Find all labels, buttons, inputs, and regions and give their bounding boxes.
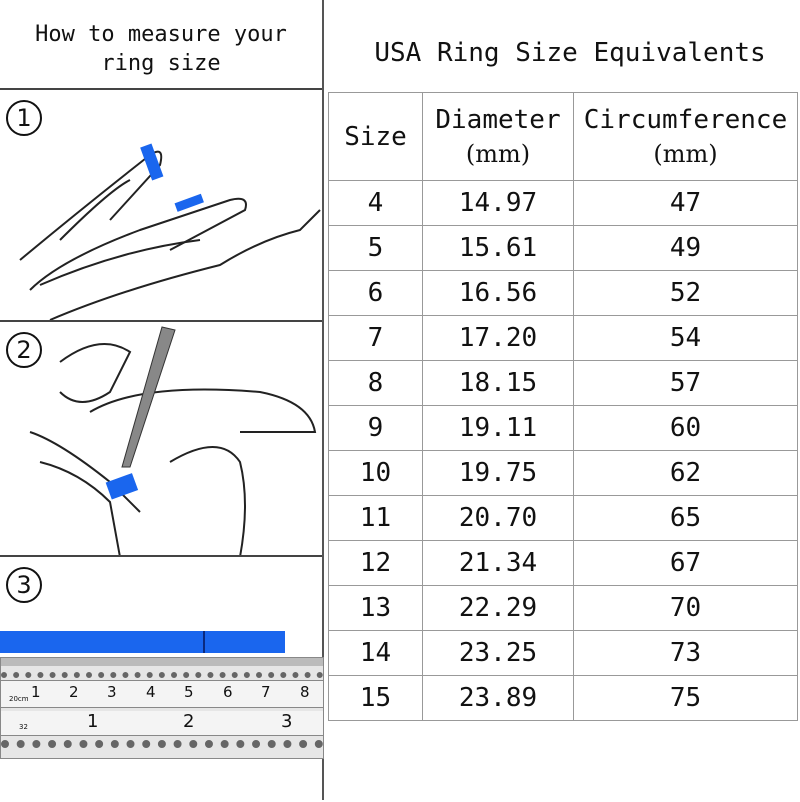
step-number: 3 [6,567,42,603]
table-row: 12 21.34 67 [328,540,798,586]
table-row: 4 14.97 47 [328,180,798,226]
diameter-cell: 19.75 [422,450,574,496]
tick-label: 3 [107,683,117,701]
header-diameter: Diameter (mm) [422,92,574,181]
diameter-cell: 18.15 [422,360,574,406]
diameter-cell: 19.11 [422,405,574,451]
title-line-1: How to measure your [35,22,287,47]
table-row: 9 19.11 60 [328,405,798,451]
step-3-panel: 3 20cm 1 2 3 4 5 6 7 8 32 1 2 3 [0,555,324,802]
size-cell: 13 [328,585,423,631]
diameter-cell: 17.20 [422,315,574,361]
title-line-2: ring size [101,51,221,76]
size-cell: 15 [328,675,423,721]
circumference-cell: 62 [573,450,798,496]
step-number: 1 [6,100,42,136]
circumference-cell: 75 [573,675,798,721]
tick-label: 6 [223,683,233,701]
diameter-cell: 21.34 [422,540,574,586]
size-cell: 5 [328,225,423,271]
table-row: 15 23.89 75 [328,675,798,721]
circumference-cell: 70 [573,585,798,631]
step-2-panel: 2 [0,320,322,557]
table-row: 7 17.20 54 [328,315,798,361]
size-cell: 11 [328,495,423,541]
table-row: 11 20.70 65 [328,495,798,541]
table-row: 8 18.15 57 [328,360,798,406]
header-size: Size [328,92,423,181]
circumference-cell: 49 [573,225,798,271]
hand-with-tape-illustration [19,143,321,321]
circumference-cell: 57 [573,360,798,406]
tick-label: 2 [69,683,79,701]
diameter-cell: 22.29 [422,585,574,631]
unit-label: 32 [19,723,28,731]
size-cell: 6 [328,270,423,316]
marking-tape-illustration [29,326,317,557]
diameter-cell: 20.70 [422,495,574,541]
circumference-cell: 52 [573,270,798,316]
size-cell: 14 [328,630,423,676]
header-row: Size Diameter (mm) Circumference (mm) [328,92,798,181]
diameter-cell: 23.89 [422,675,574,721]
ring-size-table: Size Diameter (mm) Circumference (mm) 4 14.… [328,92,798,721]
tape-strip [0,631,285,653]
tape-strip [105,473,139,500]
unit-label: 20cm [9,695,29,703]
ruler: 20cm 1 2 3 4 5 6 7 8 32 1 2 3 [0,657,324,759]
step-1-panel: 1 [0,88,322,322]
tick-label: 2 [183,711,195,732]
size-cell: 4 [328,180,423,226]
size-cell: 12 [328,540,423,586]
table-row: 6 16.56 52 [328,270,798,316]
tick-label: 1 [31,683,41,701]
circumference-cell: 67 [573,540,798,586]
tick-label: 3 [281,711,293,732]
size-cell: 8 [328,360,423,406]
circumference-cell: 73 [573,630,798,676]
ruler-inch-row: 20cm 1 2 3 4 5 6 7 8 [1,680,323,708]
diameter-cell: 23.25 [422,630,574,676]
table-row: 13 22.29 70 [328,585,798,631]
circumference-cell: 60 [573,405,798,451]
diameter-cell: 15.61 [422,225,574,271]
pen [121,326,176,468]
tape-strip [140,143,164,181]
circumference-cell: 65 [573,495,798,541]
diameter-cell: 14.97 [422,180,574,226]
tick-label: 8 [300,683,310,701]
table-row: 5 15.61 49 [328,225,798,271]
tick-label: 5 [184,683,194,701]
circumference-cell: 54 [573,315,798,361]
tick-label: 7 [261,683,271,701]
tick-label: 1 [87,711,99,732]
instructions-title: How to measure your ring size [0,20,322,78]
table-row: 14 23.25 73 [328,630,798,676]
header-circumference: Circumference (mm) [573,92,798,181]
circumference-cell: 47 [573,180,798,226]
table-row: 10 19.75 62 [328,450,798,496]
size-cell: 7 [328,315,423,361]
step-number: 2 [6,332,42,368]
tick-label: 4 [146,683,156,701]
table-title: USA Ring Size Equivalents [374,38,766,68]
diameter-cell: 16.56 [422,270,574,316]
ruler-cm-row: 32 1 2 3 [1,711,323,736]
size-cell: 10 [328,450,423,496]
divider [322,0,324,800]
size-cell: 9 [328,405,423,451]
